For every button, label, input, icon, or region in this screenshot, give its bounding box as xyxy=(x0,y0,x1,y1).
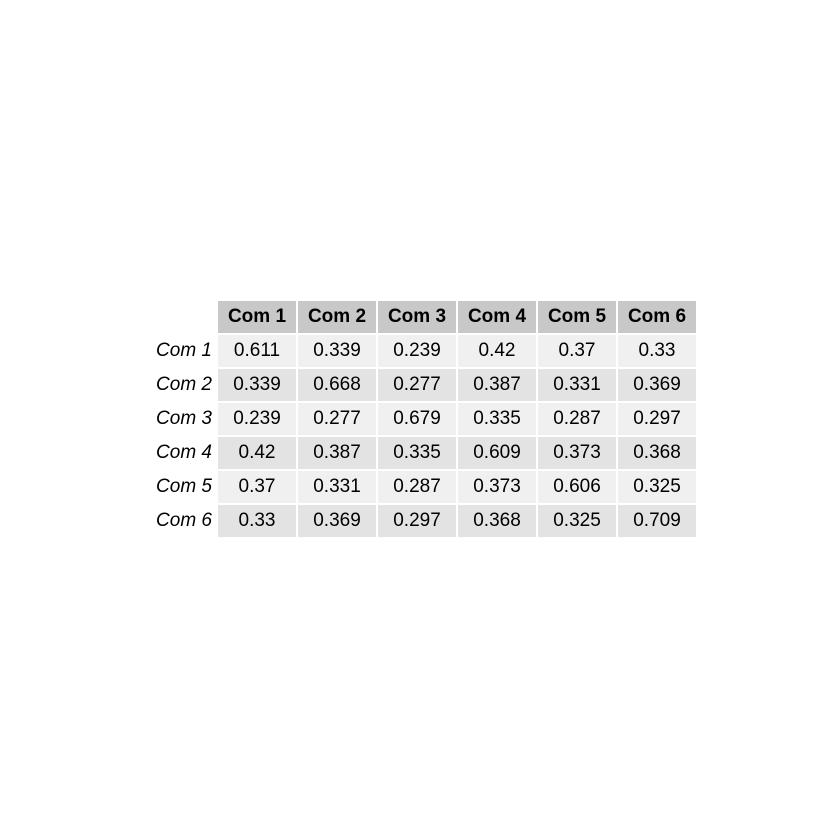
table-cell: 0.37 xyxy=(538,335,616,367)
table-cell: 0.325 xyxy=(618,471,696,503)
table-body: Com 1 0.611 0.339 0.239 0.42 0.37 0.33 Com 2 0.3… xyxy=(152,335,696,537)
table-cell: 0.331 xyxy=(298,471,376,503)
table-row: Com 4 0.42 0.387 0.335 0.609 0.373 0.368 xyxy=(152,437,696,469)
table-cell: 0.373 xyxy=(538,437,616,469)
column-header: Com 5 xyxy=(538,301,616,333)
table-corner xyxy=(152,301,216,333)
row-header: Com 4 xyxy=(156,442,212,463)
table-cell: 0.277 xyxy=(378,369,456,401)
table-row: Com 2 0.339 0.668 0.277 0.387 0.331 0.369 xyxy=(152,369,696,401)
row-header: Com 3 xyxy=(156,408,212,429)
row-header: Com 2 xyxy=(156,374,212,395)
table-cell: 0.369 xyxy=(298,505,376,537)
table-row: Com 1 0.611 0.339 0.239 0.42 0.37 0.33 xyxy=(152,335,696,367)
table-cell: 0.239 xyxy=(218,403,296,435)
table-cell: 0.609 xyxy=(458,437,536,469)
table-cell: 0.33 xyxy=(218,505,296,537)
table-cell: 0.33 xyxy=(618,335,696,367)
table-cell: 0.709 xyxy=(618,505,696,537)
table-cell: 0.42 xyxy=(458,335,536,367)
table-cell: 0.369 xyxy=(618,369,696,401)
table-cell: 0.297 xyxy=(618,403,696,435)
table-cell: 0.373 xyxy=(458,471,536,503)
table-header-row: Com 1 Com 2 Com 3 Com 4 Com 5 Com 6 xyxy=(152,301,696,333)
table-cell: 0.37 xyxy=(218,471,296,503)
column-header: Com 4 xyxy=(458,301,536,333)
table-cell: 0.287 xyxy=(538,403,616,435)
table-cell: 0.287 xyxy=(378,471,456,503)
table-cell: 0.387 xyxy=(298,437,376,469)
column-header: Com 3 xyxy=(378,301,456,333)
table-cell: 0.679 xyxy=(378,403,456,435)
table-cell: 0.335 xyxy=(458,403,536,435)
table-cell: 0.42 xyxy=(218,437,296,469)
column-header: Com 6 xyxy=(618,301,696,333)
table-cell: 0.331 xyxy=(538,369,616,401)
table-cell: 0.339 xyxy=(298,335,376,367)
row-header: Com 1 xyxy=(156,340,212,361)
table-cell: 0.668 xyxy=(298,369,376,401)
column-header: Com 1 xyxy=(218,301,296,333)
row-header: Com 6 xyxy=(156,510,212,531)
table-cell: 0.368 xyxy=(458,505,536,537)
correlation-table-container: Com 1 Com 2 Com 3 Com 4 Com 5 Com 6 Com 1 0.61… xyxy=(152,301,696,537)
table-cell: 0.277 xyxy=(298,403,376,435)
table-cell: 0.297 xyxy=(378,505,456,537)
table-cell: 0.368 xyxy=(618,437,696,469)
table-cell: 0.387 xyxy=(458,369,536,401)
correlation-table: Com 1 Com 2 Com 3 Com 4 Com 5 Com 6 Com 1 0.61… xyxy=(150,299,698,539)
table-cell: 0.611 xyxy=(218,335,296,367)
table-row: Com 3 0.239 0.277 0.679 0.335 0.287 0.297 xyxy=(152,403,696,435)
row-header: Com 5 xyxy=(156,476,212,497)
table-cell: 0.606 xyxy=(538,471,616,503)
table-row: Com 5 0.37 0.331 0.287 0.373 0.606 0.325 xyxy=(152,471,696,503)
table-cell: 0.335 xyxy=(378,437,456,469)
column-header: Com 2 xyxy=(298,301,376,333)
table-cell: 0.339 xyxy=(218,369,296,401)
table-cell: 0.239 xyxy=(378,335,456,367)
table-cell: 0.325 xyxy=(538,505,616,537)
table-row: Com 6 0.33 0.369 0.297 0.368 0.325 0.709 xyxy=(152,505,696,537)
